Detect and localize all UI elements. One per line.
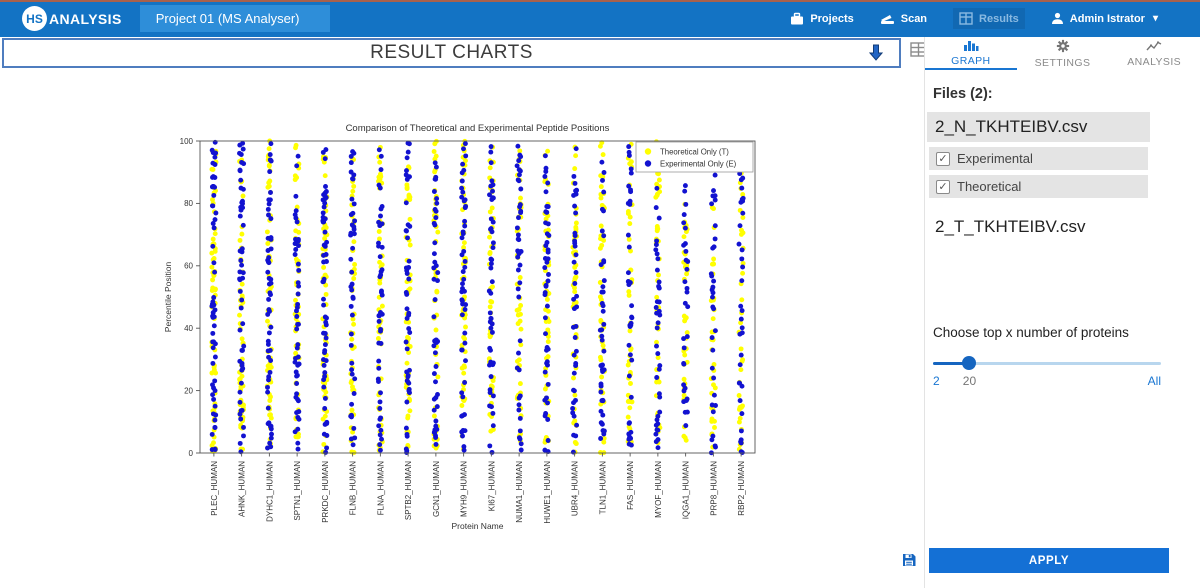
file-item-2[interactable]: 2_T_TKHTEIBV.csv (935, 217, 1086, 236)
svg-text:NUMA1_HUMAN: NUMA1_HUMAN (515, 461, 524, 523)
slider-thumb[interactable] (962, 356, 977, 370)
tab-graph-label: GRAPH (951, 54, 991, 67)
nav-scan-button[interactable]: Scan (880, 12, 927, 26)
logo-text: ANALYSIS (49, 10, 122, 27)
svg-text:UBR4_HUMAN: UBR4_HUMAN (571, 461, 580, 516)
svg-text:20: 20 (184, 386, 193, 395)
svg-text:KI67_HUMAN: KI67_HUMAN (487, 461, 496, 511)
file-item-1[interactable]: 2_N_TKHTEIBV.csv (927, 112, 1150, 142)
svg-text:0: 0 (189, 449, 194, 458)
nav-results-label: Results (979, 12, 1019, 25)
slider-max-label[interactable]: All (1147, 374, 1161, 388)
window-top-edge (0, 0, 1200, 2)
download-chart-icon[interactable] (868, 44, 884, 67)
checkmark-icon: ✓ (936, 151, 950, 166)
result-charts-title: RESULT CHARTS (370, 42, 533, 63)
nav-scan-label: Scan (900, 12, 928, 25)
svg-text:100: 100 (180, 137, 194, 146)
checkbox-experimental[interactable]: ✓ Experimental (929, 147, 1148, 170)
peptide-positions-chart: 0 20 40 60 80 100 PLEC_HUMAN AHNK_HUMAN DYHC1_HU… (158, 118, 770, 546)
slider-fill (933, 362, 970, 365)
result-charts-header: RESULT CHARTS (2, 38, 901, 68)
svg-text:Protein Name: Protein Name (452, 521, 504, 531)
project-title: Project 01 (MS Analyser) (139, 5, 330, 32)
top-proteins-slider-block: Choose top x number of proteins 2 20 All (933, 325, 1161, 388)
svg-text:FLNB_HUMAN: FLNB_HUMAN (349, 461, 358, 515)
svg-text:Experimental Only (E): Experimental Only (E) (660, 159, 737, 168)
logo-hs-circle: HS (22, 6, 47, 31)
svg-text:HUWE1_HUMAN: HUWE1_HUMAN (543, 461, 552, 524)
nav-results-button[interactable]: Results (953, 8, 1025, 29)
save-icon[interactable] (902, 553, 916, 572)
svg-text:DYHC1_HUMAN: DYHC1_HUMAN (265, 461, 274, 522)
svg-text:TLN1_HUMAN: TLN1_HUMAN (598, 461, 607, 515)
svg-text:AHNK_HUMAN: AHNK_HUMAN (238, 461, 247, 517)
svg-text:RBP2_HUMAN: RBP2_HUMAN (737, 461, 746, 516)
svg-text:80: 80 (184, 199, 193, 208)
top-navbar: HS ANALYSIS Project 01 (MS Analyser) Pro… (0, 0, 1200, 37)
caret-down-icon: ▾ (1152, 13, 1158, 24)
svg-text:60: 60 (184, 262, 193, 271)
nav-user-menu[interactable]: Admin Istrator ▾ (1051, 12, 1158, 25)
line-chart-icon (1146, 40, 1162, 55)
slider-track[interactable] (933, 356, 1161, 370)
gear-icon (1056, 39, 1070, 56)
slider-value-label: 20 (962, 374, 977, 388)
checkmark-icon: ✓ (936, 179, 950, 194)
svg-text:SPTB2_HUMAN: SPTB2_HUMAN (404, 461, 413, 520)
svg-text:Comparison of Theoretical and: Comparison of Theoretical and Experiment… (346, 123, 610, 134)
tab-settings[interactable]: SETTINGS (1017, 37, 1109, 70)
slider-min-label: 2 (933, 374, 940, 388)
svg-text:PRP8_HUMAN: PRP8_HUMAN (709, 461, 718, 516)
apply-button[interactable]: APPLY (929, 548, 1169, 573)
bar-chart-icon (963, 39, 979, 54)
svg-text:MYOF_HUMAN: MYOF_HUMAN (654, 461, 663, 518)
slider-labels: 2 20 All (933, 374, 1161, 388)
nav-user-label: Admin Istrator (1069, 12, 1145, 25)
svg-text:Percentile Position: Percentile Position (163, 262, 173, 333)
scanner-icon (880, 12, 895, 26)
nav-projects-button[interactable]: Projects (790, 12, 854, 26)
tab-settings-label: SETTINGS (1034, 56, 1091, 69)
svg-text:IQGA1_HUMAN: IQGA1_HUMAN (682, 461, 691, 519)
files-heading: Files (2): (933, 86, 993, 102)
svg-text:FLNA_HUMAN: FLNA_HUMAN (376, 461, 385, 515)
checkbox-theoretical[interactable]: ✓ Theoretical (929, 175, 1148, 198)
app-logo[interactable]: HS ANALYSIS (22, 6, 122, 31)
navbar-right: Projects Scan Results Admin Istrator ▾ (790, 8, 1158, 29)
tab-analysis-label: ANALYSIS (1127, 55, 1182, 68)
tab-graph[interactable]: GRAPH (925, 37, 1017, 70)
svg-text:PRKDC_HUMAN: PRKDC_HUMAN (321, 461, 330, 523)
slider-label: Choose top x number of proteins (933, 325, 1129, 340)
svg-text:MYH9_HUMAN: MYH9_HUMAN (460, 461, 469, 517)
sidebar-tabs: GRAPH SETTINGS ANALYSIS (925, 37, 1200, 70)
svg-text:Theoretical Only (T): Theoretical Only (T) (660, 147, 729, 156)
nav-projects-label: Projects (810, 12, 854, 25)
checkbox-theoretical-label: Theoretical (957, 179, 1022, 194)
checkbox-experimental-label: Experimental (957, 151, 1033, 166)
briefcase-icon (790, 12, 804, 26)
svg-text:GCN1_HUMAN: GCN1_HUMAN (432, 461, 441, 517)
svg-text:PLEC_HUMAN: PLEC_HUMAN (210, 461, 219, 516)
tab-analysis[interactable]: ANALYSIS (1108, 37, 1200, 70)
svg-text:FAS_HUMAN: FAS_HUMAN (626, 461, 635, 510)
person-icon (1051, 12, 1064, 25)
svg-text:SPTN1_HUMAN: SPTN1_HUMAN (293, 461, 302, 521)
svg-text:40: 40 (184, 324, 193, 333)
table-icon (959, 12, 973, 25)
scatter-plot-svg: 0 20 40 60 80 100 PLEC_HUMAN AHNK_HUMAN DYHC1_HU… (163, 123, 756, 531)
right-sidebar: GRAPH SETTINGS ANALYSIS Files (2): 2_N_T… (924, 37, 1200, 588)
